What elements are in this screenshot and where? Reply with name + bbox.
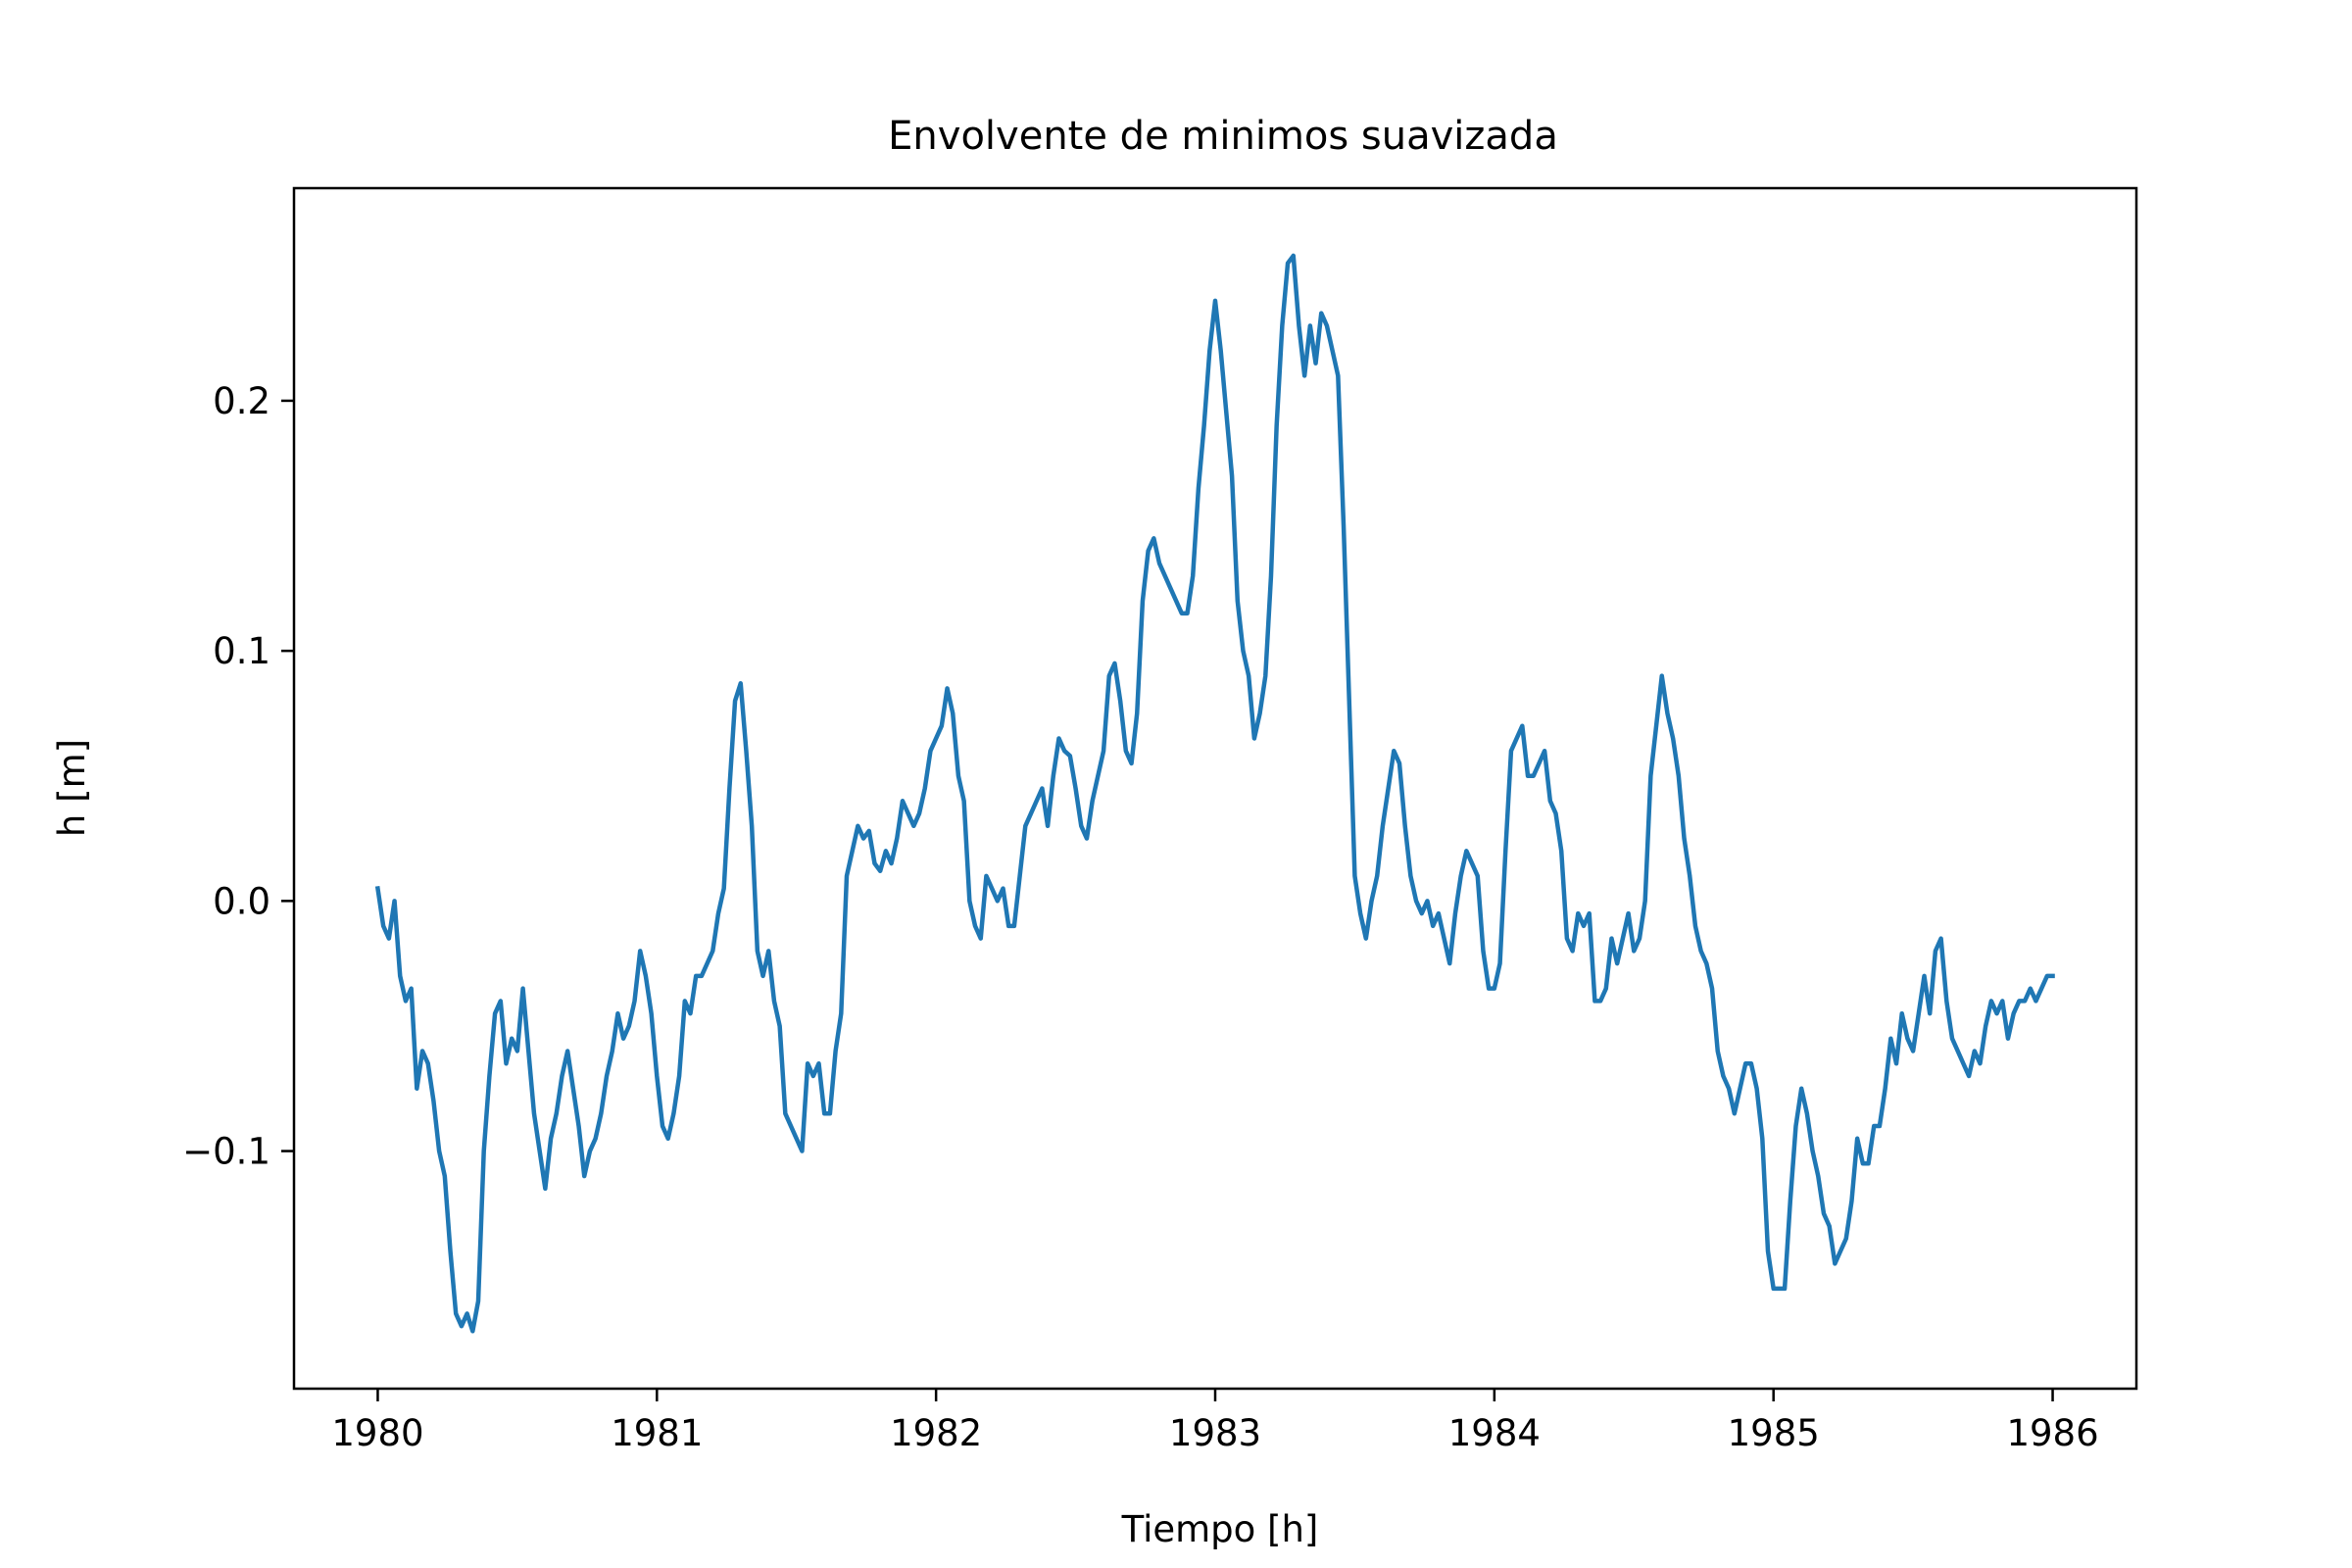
x-tick-label: 1982 xyxy=(890,1412,982,1454)
series-line xyxy=(374,253,2055,1334)
x-tick-label: 1980 xyxy=(331,1412,423,1454)
x-tick-label: 1983 xyxy=(1169,1412,1261,1454)
x-tick-label: 1986 xyxy=(2006,1412,2098,1454)
y-axis-label: h [m] xyxy=(51,739,93,837)
x-tick-label: 1985 xyxy=(1728,1412,1820,1454)
x-tick-label: 1984 xyxy=(1448,1412,1541,1454)
y-tick-label: 0.1 xyxy=(213,630,270,672)
x-axis: 1980 1981 1982 1983 1984 1985 1986 xyxy=(331,1389,2099,1454)
y-tick-label: −0.1 xyxy=(182,1131,270,1173)
x-axis-label: Tiempo [h] xyxy=(1121,1508,1319,1550)
x-tick-label: 1981 xyxy=(611,1412,703,1454)
y-axis: −0.1 0.0 0.1 0.2 xyxy=(182,380,294,1173)
y-tick-label: 0.2 xyxy=(213,380,270,422)
y-tick-label: 0.0 xyxy=(213,880,270,922)
plot-frame xyxy=(292,186,2138,1391)
chart-title: Envolvente de minimos suavizada xyxy=(888,114,1558,159)
plot-area xyxy=(294,188,2136,1389)
